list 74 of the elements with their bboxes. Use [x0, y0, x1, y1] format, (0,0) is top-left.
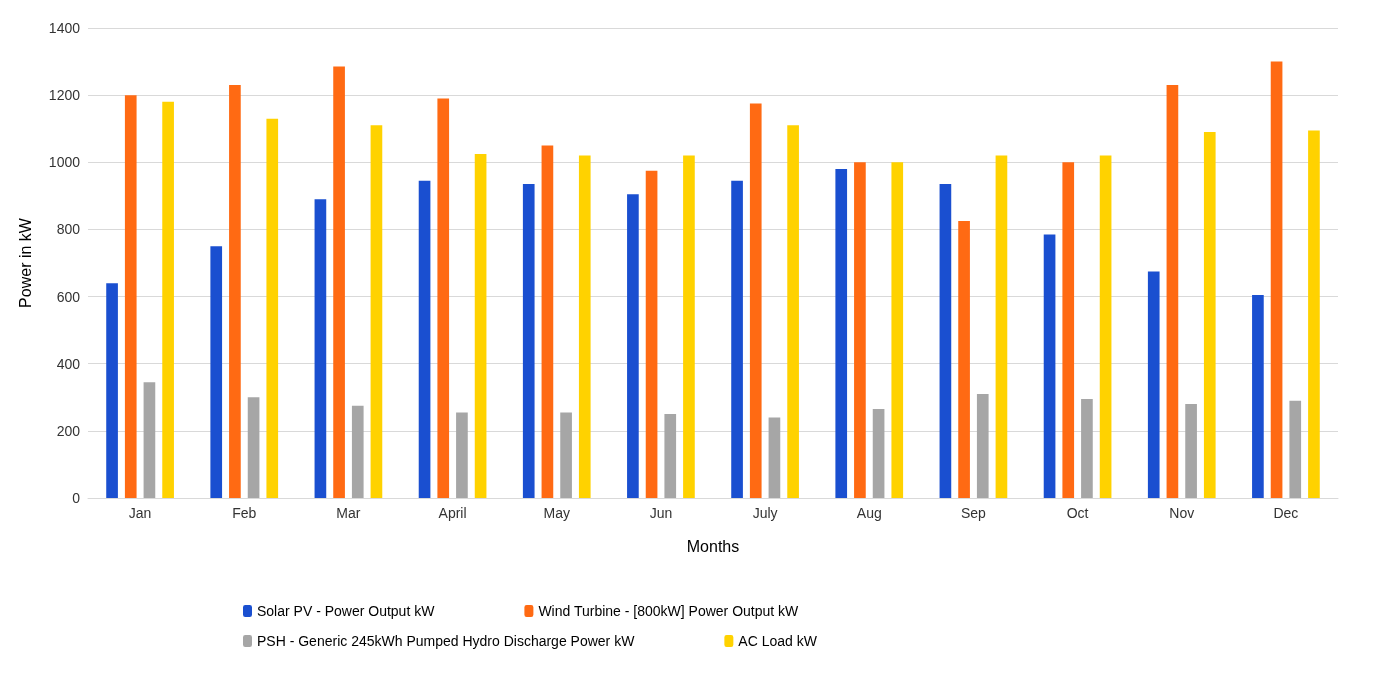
x-tick-label: July [752, 505, 778, 521]
x-tick-label: Oct [1066, 505, 1089, 521]
bar [456, 412, 468, 498]
bar [768, 417, 781, 498]
bar [1062, 162, 1075, 498]
bar [333, 66, 345, 498]
bar [872, 409, 885, 498]
bar [247, 397, 260, 498]
bar [370, 125, 383, 498]
bar [939, 184, 952, 498]
legend-label: PSH - Generic 245kWh Pumped Hydro Discharge Power kW [257, 633, 636, 649]
legend-label: Wind Turbine - [800kW] Power Output kW [538, 603, 800, 619]
bar [1166, 85, 1179, 498]
legend-label: Solar PV - Power Output kW [257, 603, 436, 619]
bar [314, 199, 327, 498]
x-tick-label: Dec [1273, 505, 1299, 521]
bar [1043, 234, 1056, 498]
bar [1147, 271, 1160, 498]
x-tick-label: Feb [232, 505, 257, 521]
bar [541, 145, 554, 498]
bar [1270, 61, 1283, 498]
y-tick-label: 800 [56, 221, 81, 238]
x-tick-label: Jun [649, 505, 673, 521]
bar [854, 162, 866, 498]
bar [976, 393, 989, 498]
bar [106, 283, 118, 498]
bar [418, 180, 431, 498]
bar [749, 103, 762, 498]
x-tick-label: Sep [960, 505, 987, 521]
legend-label: AC Load kW [738, 633, 818, 649]
bar [522, 184, 535, 498]
x-tick-label: May [543, 505, 570, 521]
bar [664, 414, 677, 498]
bar [210, 246, 223, 498]
bar [731, 180, 743, 498]
bar [143, 382, 156, 498]
bar [124, 95, 137, 498]
bar [787, 125, 799, 498]
bar [627, 194, 639, 498]
x-tick-label: April [438, 505, 467, 521]
bar [1289, 400, 1302, 498]
x-tick-label: Jan [128, 505, 152, 521]
bar [891, 162, 904, 498]
bar [560, 412, 572, 498]
x-axis-title: Months [686, 537, 740, 555]
x-tick-label: Aug [856, 505, 882, 521]
bar [474, 153, 487, 498]
y-tick-label: 1000 [48, 154, 81, 171]
bar [1099, 155, 1112, 498]
x-tick-label: Mar [336, 505, 361, 521]
bar [266, 118, 279, 498]
bar [1081, 398, 1093, 498]
bar [437, 98, 450, 498]
bar [1185, 404, 1197, 498]
y-tick-label: 400 [56, 355, 81, 372]
bar [958, 221, 970, 498]
y-tick-label: 1400 [48, 20, 81, 36]
bar [645, 170, 658, 498]
bar [1308, 130, 1320, 498]
y-tick-label: 600 [56, 288, 81, 305]
bar [1203, 132, 1216, 498]
y-axis-title: Power in kW [16, 217, 34, 308]
bar [162, 101, 174, 498]
y-tick-label: 200 [56, 422, 81, 439]
x-tick-label: Nov [1169, 505, 1195, 521]
bar [995, 155, 1008, 498]
bar [229, 85, 241, 498]
bar [1252, 294, 1264, 498]
bar [683, 155, 695, 498]
bar [351, 405, 364, 498]
bar [835, 169, 848, 498]
y-tick-label: 0 [72, 490, 81, 506]
bar [578, 155, 591, 498]
y-tick-label: 1200 [48, 87, 81, 104]
